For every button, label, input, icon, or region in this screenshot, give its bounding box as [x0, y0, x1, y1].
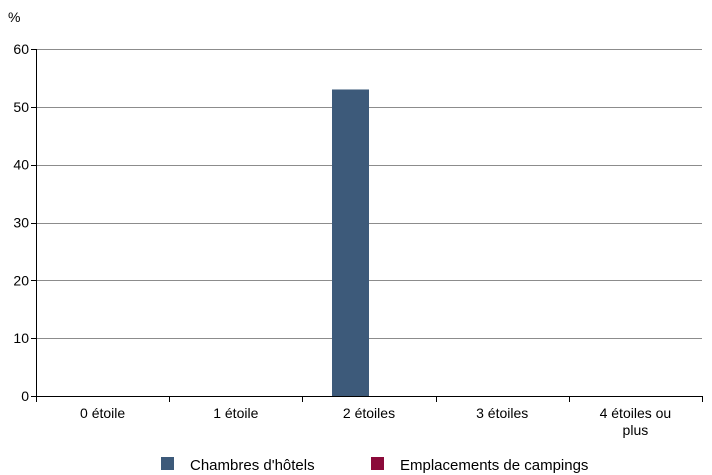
y-tick-label: 40 [13, 157, 29, 173]
x-category-label: 0 étoile [80, 405, 125, 421]
legend-label-hotel-rooms: Chambres d'hôtels [190, 457, 315, 474]
x-axis-category-labels: 0 étoile 1 étoile 2 étoiles 3 étoiles 4 étoi… [80, 405, 671, 438]
y-tick-label: 30 [13, 215, 29, 231]
y-tick-label: 50 [13, 99, 29, 115]
x-category-label: 2 étoiles [343, 405, 395, 421]
legend: Chambres d'hôtels Emplacements de camping… [161, 457, 588, 474]
y-axis-tick-labels: 0 10 20 30 40 50 60 [13, 41, 36, 404]
y-tick-label: 20 [13, 272, 29, 288]
x-category-label: 1 étoile [213, 405, 258, 421]
x-axis-ticks [36, 396, 703, 402]
y-axis-unit-label: % [8, 9, 20, 25]
x-category-label: 4 étoiles ou plus [600, 405, 672, 438]
y-tick-label: 10 [13, 330, 29, 346]
bar-hotel-rooms-2 [332, 89, 369, 396]
y-tick-label: 60 [13, 41, 29, 57]
legend-label-campsites: Emplacements de campings [400, 457, 588, 474]
legend-swatch-campsites [371, 457, 384, 470]
bars [332, 89, 369, 396]
x-category-label: 3 étoiles [476, 405, 528, 421]
y-tick-label: 0 [21, 388, 29, 404]
legend-swatch-hotel-rooms [161, 457, 174, 470]
